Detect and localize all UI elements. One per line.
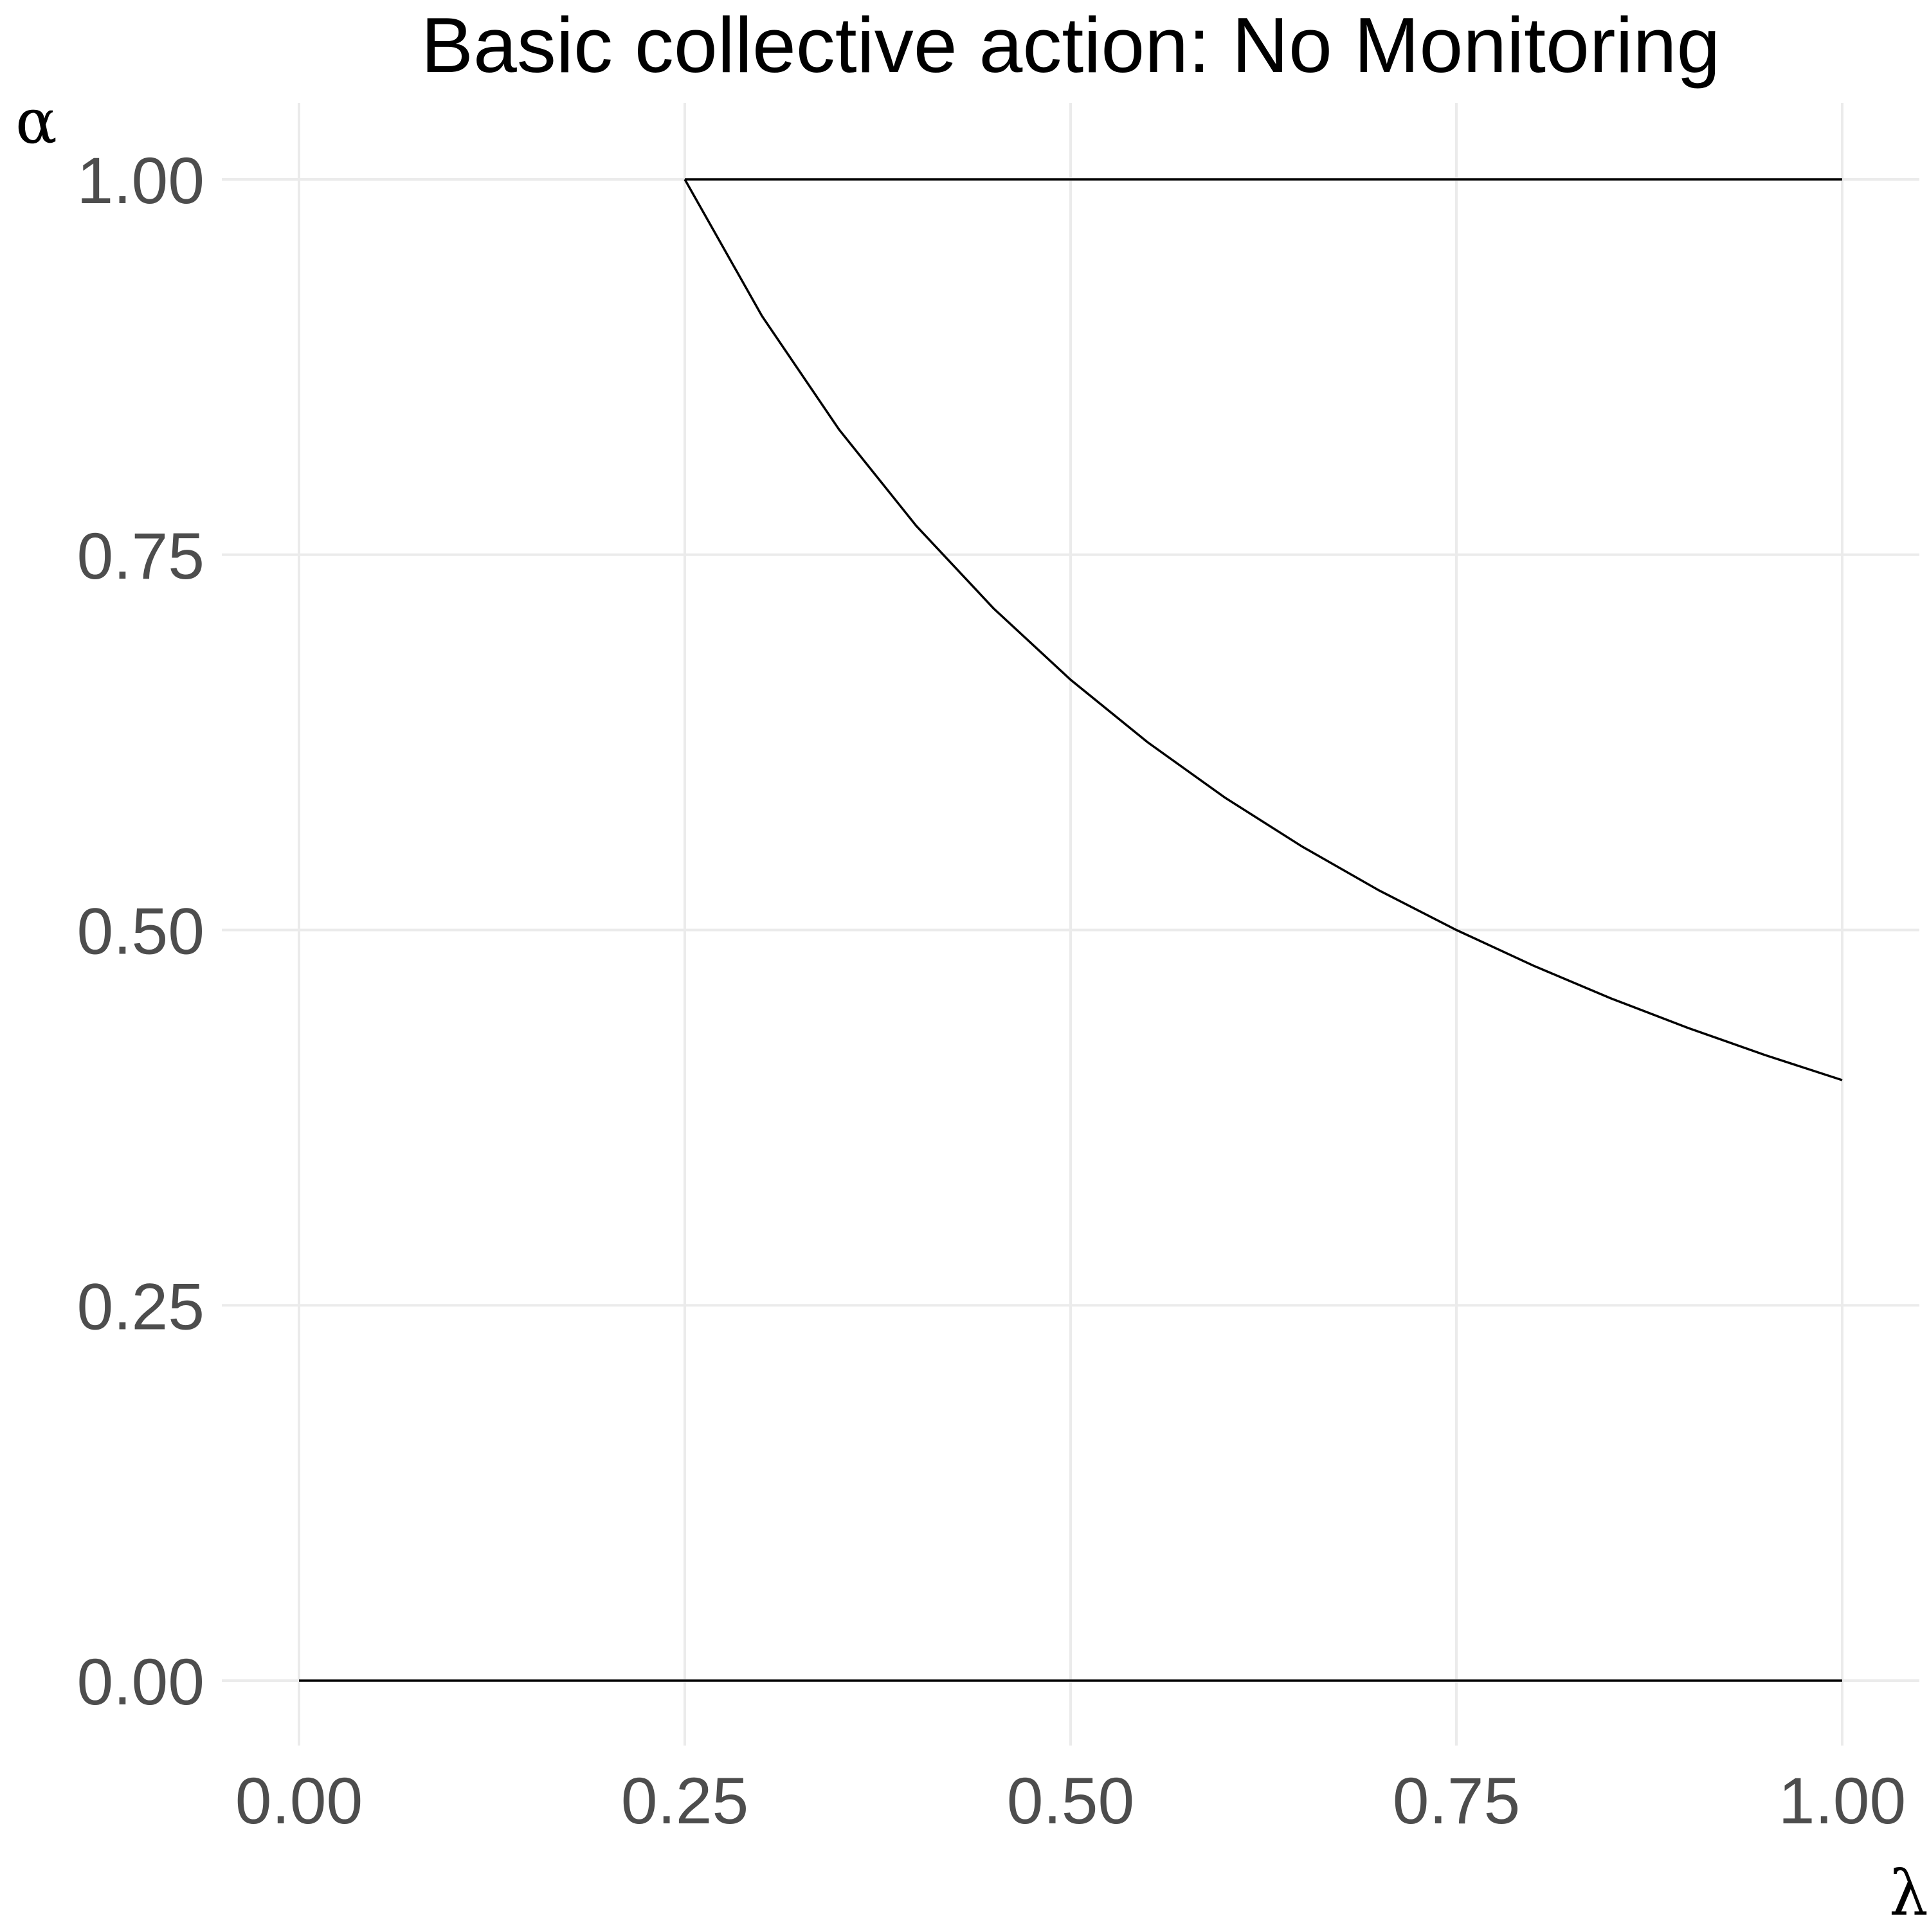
x-tick-label: 0.25 bbox=[621, 1764, 749, 1837]
y-tick-label: 0.25 bbox=[77, 1270, 204, 1343]
y-tick-label: 0.75 bbox=[77, 519, 204, 593]
x-tick-label: 0.00 bbox=[235, 1764, 363, 1837]
grid-lines bbox=[222, 103, 1919, 1746]
y-tick-label: 1.00 bbox=[77, 144, 204, 217]
plot-lines bbox=[299, 178, 1843, 1682]
x-tick-label: 1.00 bbox=[1779, 1764, 1906, 1837]
chart-title: Basic collective action: No Monitoring bbox=[421, 1, 1721, 89]
y-tick-label: 0.50 bbox=[77, 895, 204, 968]
y-tick-label: 0.00 bbox=[77, 1645, 204, 1719]
x-tick-label: 0.50 bbox=[1007, 1764, 1135, 1837]
x-axis-label: λ bbox=[1889, 1857, 1928, 1929]
y-axis-label: α bbox=[15, 86, 57, 158]
series-line-2 bbox=[684, 179, 1843, 1081]
x-tick-label: 0.75 bbox=[1393, 1764, 1521, 1837]
tick-labels: 0.00 0.25 0.50 0.75 1.00 0.00 0.25 0.50 0.75 1.00 bbox=[77, 144, 1906, 1837]
